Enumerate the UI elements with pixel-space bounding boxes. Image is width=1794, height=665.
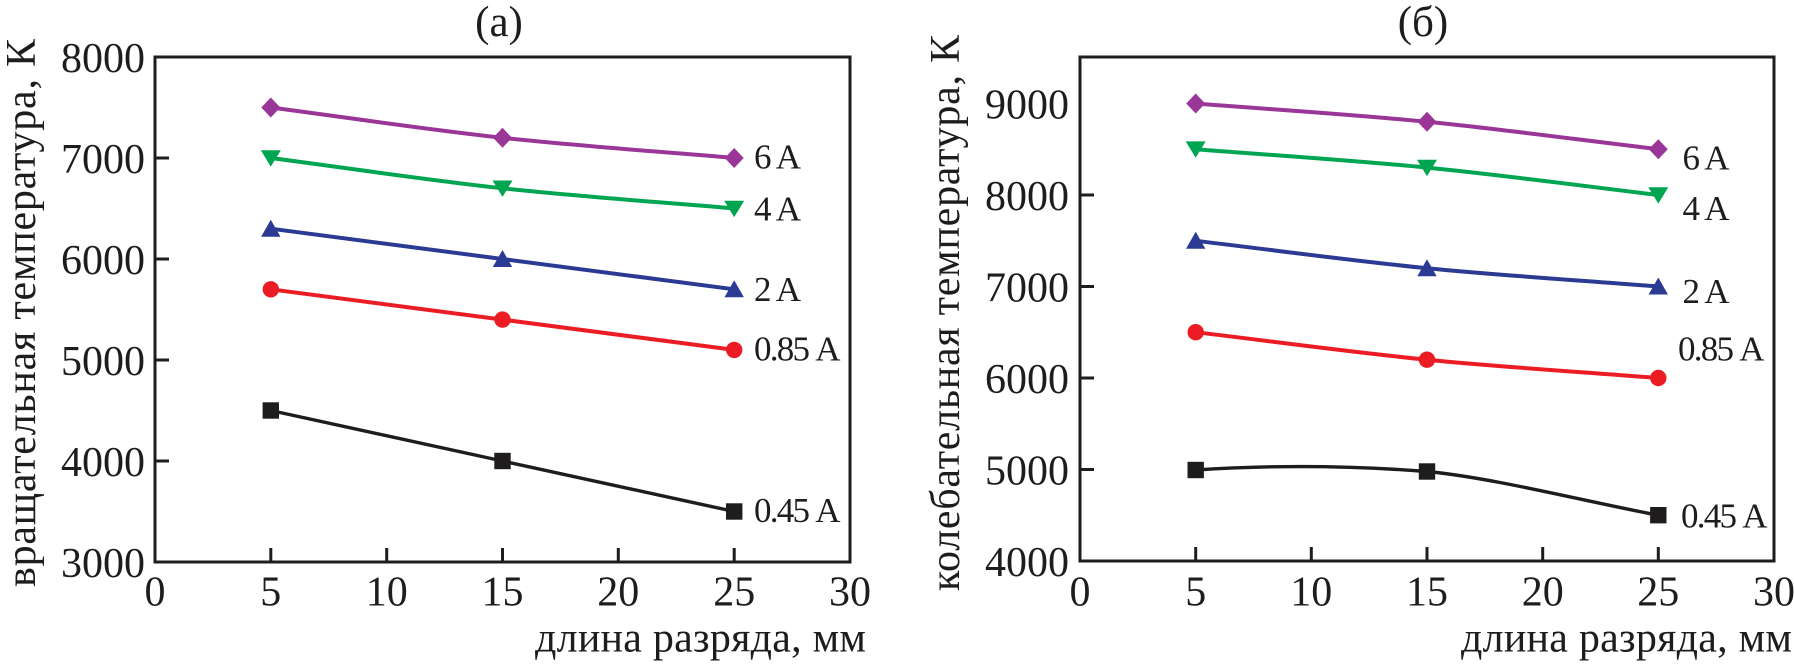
svg-text:(б): (б) — [1398, 0, 1449, 46]
svg-text:9000: 9000 — [985, 83, 1069, 129]
svg-text:20: 20 — [1522, 570, 1564, 616]
svg-text:25: 25 — [1637, 570, 1679, 616]
svg-text:0.45 А: 0.45 А — [1681, 497, 1768, 536]
svg-text:2 А: 2 А — [754, 270, 802, 309]
svg-text:25: 25 — [713, 570, 755, 616]
svg-text:6 А: 6 А — [1683, 139, 1731, 178]
svg-text:10: 10 — [1290, 570, 1332, 616]
svg-text:3000: 3000 — [61, 541, 145, 587]
svg-text:10: 10 — [366, 570, 408, 616]
svg-text:4 А: 4 А — [754, 189, 802, 228]
svg-text:4000: 4000 — [61, 440, 145, 486]
svg-text:0: 0 — [1070, 570, 1091, 616]
svg-text:длина разряда, мм: длина разряда, мм — [1461, 616, 1792, 662]
svg-text:длина разряда, мм: длина разряда, мм — [535, 616, 866, 662]
svg-text:0.85 А: 0.85 А — [754, 330, 841, 369]
svg-text:6000: 6000 — [61, 238, 145, 284]
svg-text:вращательная температура, К: вращательная температура, К — [0, 38, 45, 587]
svg-text:0: 0 — [145, 570, 166, 616]
svg-text:30: 30 — [829, 570, 871, 616]
svg-text:0.45 А: 0.45 А — [754, 491, 841, 530]
svg-text:6 А: 6 А — [754, 138, 802, 177]
svg-text:2 А: 2 А — [1683, 272, 1731, 311]
svg-text:0.85 А: 0.85 А — [1678, 330, 1765, 369]
svg-text:5: 5 — [260, 570, 281, 616]
svg-text:4 А: 4 А — [1683, 189, 1731, 228]
svg-text:30: 30 — [1753, 570, 1794, 616]
svg-text:20: 20 — [597, 570, 639, 616]
svg-text:колебательная температура, К: колебательная температура, К — [923, 34, 969, 591]
svg-text:5000: 5000 — [985, 449, 1069, 495]
svg-text:8000: 8000 — [985, 174, 1069, 220]
svg-text:6000: 6000 — [985, 357, 1069, 403]
svg-text:4000: 4000 — [985, 540, 1069, 586]
svg-text:15: 15 — [482, 570, 524, 616]
svg-text:7000: 7000 — [985, 266, 1069, 312]
svg-text:5: 5 — [1185, 570, 1206, 616]
svg-text:15: 15 — [1406, 570, 1448, 616]
svg-text:(а): (а) — [475, 0, 523, 46]
svg-text:8000: 8000 — [61, 36, 145, 82]
svg-text:7000: 7000 — [61, 137, 145, 183]
svg-text:5000: 5000 — [61, 339, 145, 385]
